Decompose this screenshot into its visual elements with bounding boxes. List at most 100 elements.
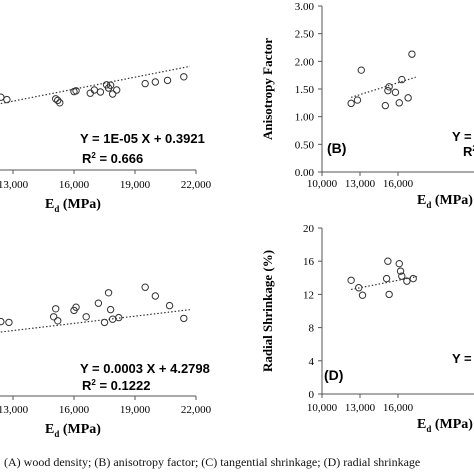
data-point: [408, 50, 416, 58]
data-point: [113, 86, 121, 94]
panel-label: (D): [324, 367, 343, 383]
data-point: [382, 274, 391, 283]
data-point: [72, 303, 80, 311]
y-tick-label: 3.00: [295, 1, 315, 13]
regression-equation: Y = 0.0003 X + 4.2798: [80, 361, 210, 376]
data-point: [96, 88, 105, 96]
data-point: [94, 299, 103, 307]
y-tick-label: 1.50: [295, 84, 315, 96]
y-axis-label: Radial Shrinkage (%): [260, 250, 275, 372]
figure-caption: (A) wood density; (B) anisotropy factor;…: [4, 455, 421, 469]
data-point: [409, 274, 417, 283]
x-axis-label: Ed (MPa): [417, 417, 473, 434]
chart-panel-b: 10,000 13,000 16,000 0.00 0.50 1.00 1.50 2.00 2.…: [260, 1, 474, 210]
y-tick-label: 12: [303, 289, 314, 301]
chart-marks: [0, 283, 190, 333]
x-tick-label: 16,000: [59, 179, 90, 191]
y-tick-label: 0.50: [295, 139, 315, 151]
chart-marks: [0, 65, 191, 107]
x-tick-label: 16,000: [383, 402, 414, 414]
data-point: [358, 291, 367, 299]
data-point: [52, 305, 60, 313]
data-point: [385, 290, 393, 299]
chart-panel-a: 13,000 16,000 19,000 22,000 Ed (MPa) Y = 1E-0…: [0, 65, 212, 214]
data-point: [108, 90, 117, 98]
data-point: [104, 289, 113, 297]
data-point: [100, 318, 109, 327]
panel-label: (B): [327, 140, 346, 156]
data-point: [54, 96, 62, 105]
data-point: [52, 95, 60, 103]
data-point: [395, 99, 403, 107]
data-point: [385, 83, 393, 91]
chart-marks: [347, 50, 416, 110]
x-tick-label: 13,000: [345, 178, 376, 190]
trendline: [350, 76, 416, 98]
chart-panel-c: 13,000 16,000 19,000 22,000 Ed (MPa) Y = 0.00…: [0, 283, 212, 439]
data-point: [355, 284, 363, 292]
data-point: [403, 277, 411, 285]
chart-panel-d: 10,000 13,000 16,000 0 4 8 12 16 20 Radial Shrink…: [260, 223, 474, 434]
x-tick-label: 10,000: [307, 402, 338, 414]
y-tick-label: 16: [303, 256, 315, 268]
r-squared-label: R2 = 0.1222: [82, 378, 150, 393]
y-tick-label: 20: [303, 223, 315, 235]
y-tick-label: 4: [309, 356, 315, 368]
data-point: [384, 257, 392, 265]
data-point: [396, 267, 405, 275]
data-point: [180, 73, 188, 81]
y-tick-label: 0: [309, 389, 315, 401]
data-point: [49, 313, 58, 321]
x-axis-label: Ed (MPa): [45, 422, 101, 439]
x-tick-label: 19,000: [120, 404, 151, 416]
data-point: [384, 86, 392, 95]
y-tick-label: 0.00: [295, 167, 315, 179]
data-point: [398, 75, 406, 84]
data-point: [180, 314, 188, 323]
chart-marks: [347, 257, 418, 299]
data-point: [115, 313, 123, 322]
data-point: [0, 317, 5, 326]
x-tick-label: 22,000: [181, 404, 212, 416]
regression-equation: Y = 1E-05 X + 0.3921: [80, 131, 205, 146]
data-point: [141, 283, 149, 291]
data-point: [54, 317, 62, 325]
r-squared-label: R2: [463, 144, 474, 159]
data-point: [106, 81, 115, 89]
y-tick-label: 1.00: [295, 112, 315, 124]
data-point: [3, 95, 11, 104]
x-tick-label: 16,000: [59, 404, 90, 416]
x-tick-label: 10,000: [307, 178, 338, 190]
data-point: [106, 305, 115, 314]
x-tick-label: 19,000: [120, 179, 151, 191]
x-tick-label: 13,000: [345, 402, 376, 414]
data-point: [56, 99, 64, 107]
data-point: [72, 87, 80, 95]
y-tick-label: 8: [309, 323, 315, 335]
x-tick-label: 16,000: [383, 178, 414, 190]
data-point: [347, 99, 355, 108]
data-point: [353, 96, 362, 104]
trendline: [0, 309, 190, 333]
x-tick-label: 13,000: [0, 404, 29, 416]
regression-equation: Y = 4: [452, 129, 474, 144]
y-tick-label: 2.00: [295, 56, 315, 68]
data-point: [398, 272, 406, 280]
x-axis-label: Ed (MPa): [45, 197, 101, 214]
trendline: [0, 65, 191, 105]
data-point: [0, 93, 5, 101]
data-point: [357, 66, 365, 74]
data-point: [404, 94, 412, 102]
data-point: [395, 259, 403, 268]
data-point: [151, 292, 160, 300]
data-point: [151, 78, 160, 86]
x-axis-label: Ed (MPa): [417, 193, 473, 210]
x-tick-label: 13,000: [0, 179, 29, 191]
data-point: [163, 76, 172, 85]
regression-equation: Y = 0: [452, 351, 474, 366]
y-tick-label: 2.50: [295, 29, 315, 41]
data-point: [165, 301, 174, 310]
data-point: [141, 79, 149, 88]
data-point: [5, 318, 13, 327]
